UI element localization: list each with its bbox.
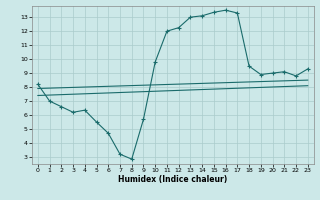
X-axis label: Humidex (Indice chaleur): Humidex (Indice chaleur) bbox=[118, 175, 228, 184]
